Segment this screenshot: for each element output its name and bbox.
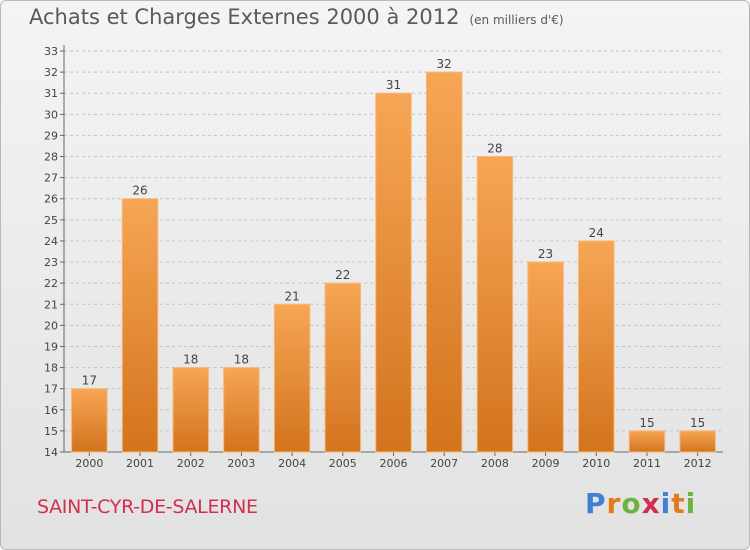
bar xyxy=(628,430,666,453)
x-tick-label: 2002 xyxy=(177,457,205,470)
y-tick-label: 18 xyxy=(44,362,58,375)
bar-value-label: 21 xyxy=(284,289,299,303)
bar-value-label: 28 xyxy=(487,142,502,156)
y-tick-label: 17 xyxy=(44,383,58,396)
bar-value-label: 15 xyxy=(690,416,705,430)
logo-letter: x xyxy=(641,487,661,520)
y-tick-label: 14 xyxy=(44,446,58,459)
x-tick-label: 2004 xyxy=(278,457,306,470)
bar xyxy=(324,282,362,453)
bar xyxy=(273,303,311,453)
chart-title-main: Achats et Charges Externes 2000 à 2012 xyxy=(29,5,460,29)
bar-value-label: 23 xyxy=(538,247,553,261)
bar-value-label: 17 xyxy=(82,374,97,388)
y-tick-label: 28 xyxy=(44,151,58,164)
commune-name: SAINT-CYR-DE-SALERNE xyxy=(37,496,258,518)
bar xyxy=(679,430,716,453)
y-tick-label: 33 xyxy=(44,45,58,58)
y-tick-label: 23 xyxy=(44,256,58,269)
x-tick-label: 2012 xyxy=(684,457,712,470)
bar xyxy=(476,156,514,453)
bar-value-label: 32 xyxy=(437,57,452,71)
proxiti-logo: Proxiti xyxy=(585,487,696,520)
logo-letter: o xyxy=(621,487,642,520)
x-tick-label: 2011 xyxy=(633,457,661,470)
chart-title-unit: (en milliers d'€) xyxy=(469,13,564,27)
bar-value-label: 22 xyxy=(335,268,350,282)
y-tick-label: 21 xyxy=(44,298,58,311)
y-tick-label: 30 xyxy=(44,108,58,121)
x-tick-label: 2007 xyxy=(430,457,458,470)
logo-letter: P xyxy=(585,487,607,520)
logo-letter: r xyxy=(606,487,622,520)
bar xyxy=(172,367,209,453)
x-tick-label: 2009 xyxy=(532,457,560,470)
y-tick-label: 19 xyxy=(44,340,58,353)
y-tick-label: 16 xyxy=(44,404,58,417)
bar-value-label: 24 xyxy=(589,226,604,240)
y-tick-label: 24 xyxy=(44,235,58,248)
bar xyxy=(121,198,159,453)
y-tick-label: 20 xyxy=(44,319,58,332)
y-tick-label: 29 xyxy=(44,129,58,142)
bar xyxy=(375,92,412,453)
y-tick-label: 31 xyxy=(44,87,58,100)
y-tick-label: 15 xyxy=(44,425,58,438)
y-tick-label: 22 xyxy=(44,277,58,290)
bar-value-label: 18 xyxy=(183,353,198,367)
bar-value-label: 18 xyxy=(234,353,249,367)
x-tick-label: 2006 xyxy=(380,457,408,470)
bar xyxy=(425,71,463,453)
logo-letter: i xyxy=(685,487,697,520)
bar xyxy=(223,367,260,453)
bar xyxy=(71,388,108,453)
logo-letter: i xyxy=(660,487,672,520)
x-tick-label: 2003 xyxy=(227,457,255,470)
y-tick-label: 26 xyxy=(44,193,58,206)
bar-value-label: 26 xyxy=(132,184,147,198)
x-tick-label: 2001 xyxy=(126,457,154,470)
bar-value-label: 15 xyxy=(639,416,654,430)
y-tick-label: 32 xyxy=(44,66,58,79)
logo-letter: t xyxy=(671,487,686,520)
bar xyxy=(527,261,564,453)
y-tick-label: 25 xyxy=(44,214,58,227)
x-tick-label: 2008 xyxy=(481,457,509,470)
bar-value-label: 31 xyxy=(386,78,401,92)
bars xyxy=(71,71,716,453)
value-labels: 17 26 18 18 21 22 31 32 28 23 24 15 15 xyxy=(82,57,706,430)
x-tick-label: 2000 xyxy=(75,457,103,470)
bar xyxy=(578,240,615,453)
chart-title: Achats et Charges Externes 2000 à 2012 (e… xyxy=(29,5,564,29)
x-tick-label: 2005 xyxy=(329,457,357,470)
x-tick-label: 2010 xyxy=(582,457,610,470)
y-tick-label: 27 xyxy=(44,172,58,185)
axes: 14 15 16 17 18 19 20 21 22 23 24 25 26 27 28 29 30 31 32 33… xyxy=(44,45,723,470)
